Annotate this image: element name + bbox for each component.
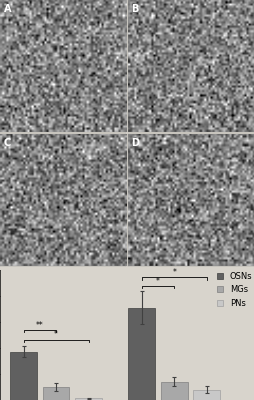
Text: C: C <box>4 138 11 148</box>
Bar <box>194 390 220 400</box>
Text: D: D <box>131 138 139 148</box>
Text: **: ** <box>36 321 44 330</box>
Text: *: * <box>172 268 176 277</box>
Bar <box>75 398 102 400</box>
Bar <box>129 308 155 400</box>
Bar <box>10 352 37 400</box>
Text: A: A <box>4 4 11 14</box>
Bar <box>161 382 187 400</box>
Text: *: * <box>54 330 58 339</box>
Legend: OSNs, MGs, PNs: OSNs, MGs, PNs <box>217 272 252 308</box>
Bar <box>43 387 69 400</box>
Text: B: B <box>131 4 139 14</box>
Text: *: * <box>156 277 160 286</box>
